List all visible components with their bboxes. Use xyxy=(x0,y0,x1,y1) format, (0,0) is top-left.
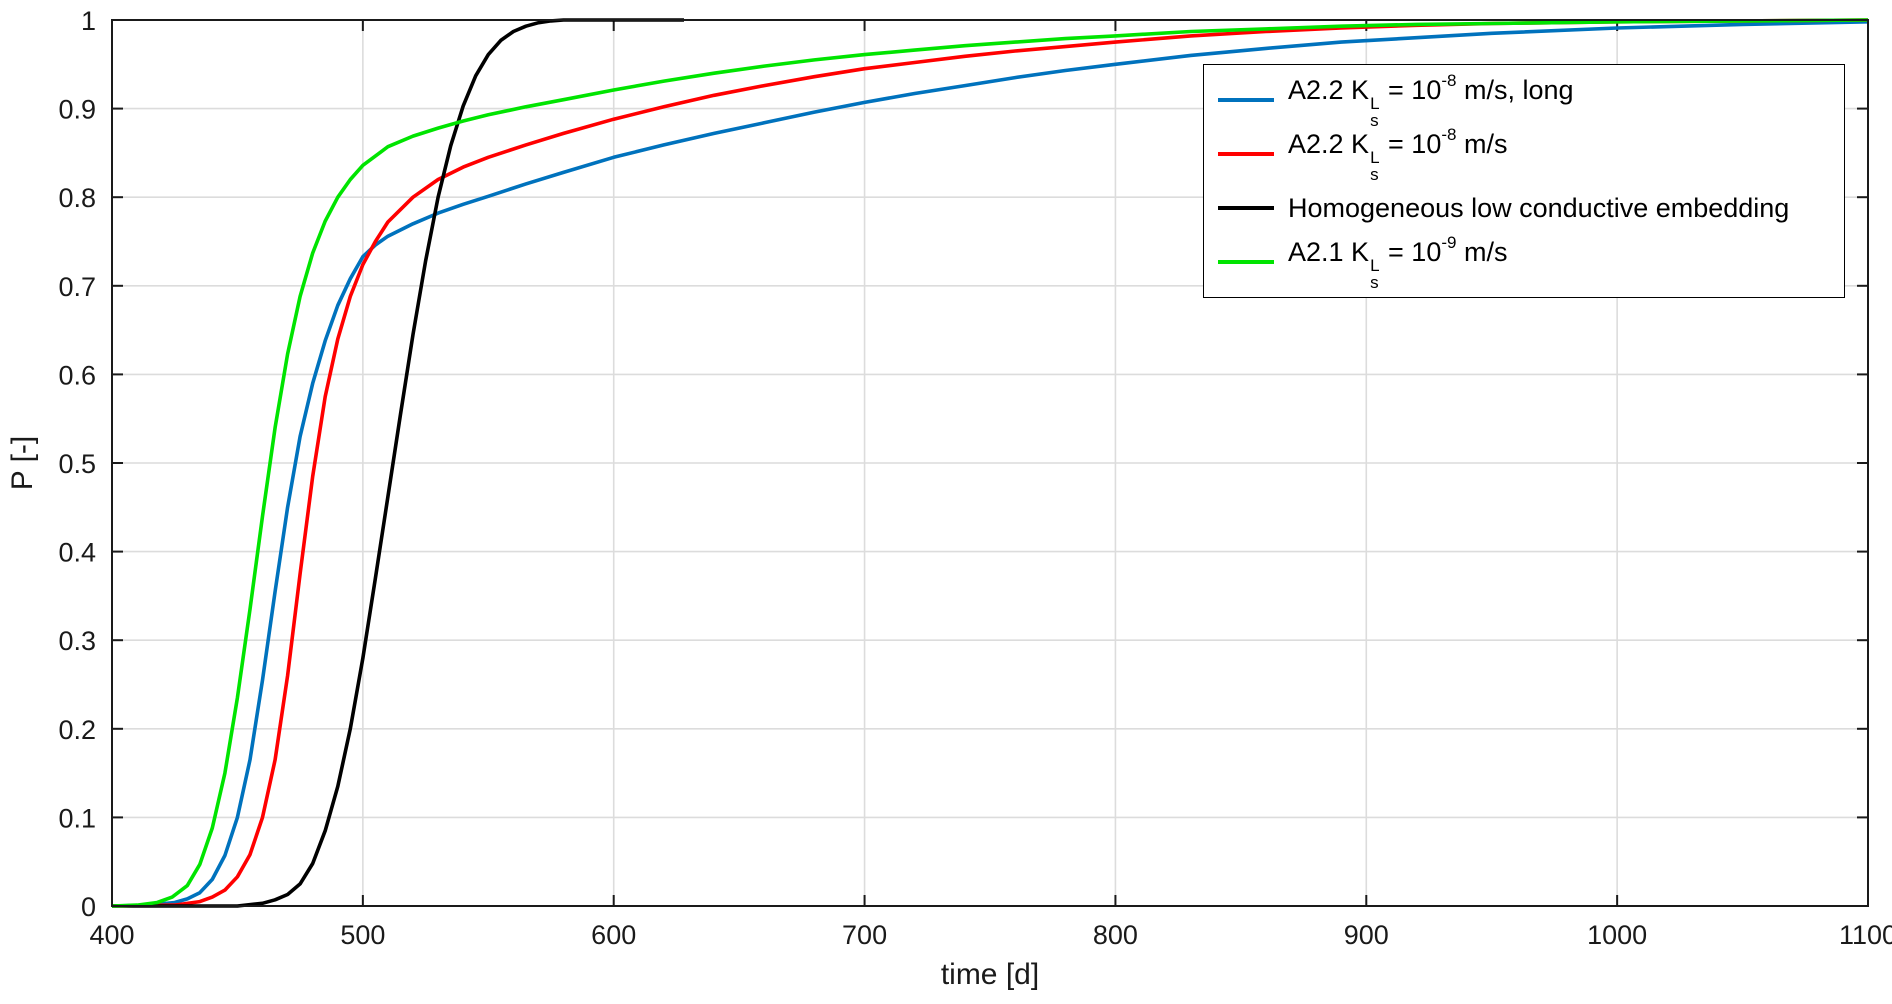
legend-label-pre: Homogeneous low conductive embedding xyxy=(1288,192,1790,223)
legend-line-sample xyxy=(1218,260,1274,264)
x-tick-label: 400 xyxy=(89,920,134,950)
axis-box xyxy=(111,19,1869,907)
y-tick-label: 0.5 xyxy=(58,449,96,479)
legend-label-post: m/s, long xyxy=(1456,74,1574,105)
series-line-a21 xyxy=(111,18,1869,908)
y-tick-label: 0.7 xyxy=(58,272,96,302)
legend-label-pre: A2.2 K xyxy=(1288,74,1370,105)
legend-label-mid: = 10 xyxy=(1380,74,1442,105)
legend-label-mid: = 10 xyxy=(1380,236,1442,267)
legend-label: Homogeneous low conductive embedding xyxy=(1288,192,1790,223)
legend-label-mid: = 10 xyxy=(1380,128,1442,159)
legend-line-sample xyxy=(1218,152,1274,156)
y-tick-label: 0.4 xyxy=(58,538,96,568)
legend-item: Homogeneous low conductive embedding xyxy=(1204,181,1844,235)
y-tick-label: 0 xyxy=(81,892,96,922)
legend-exponent: -8 xyxy=(1441,70,1457,90)
legend-label-post: m/s xyxy=(1456,128,1508,159)
series-line-a22 xyxy=(111,18,1869,908)
y-axis-label: P [-] xyxy=(6,436,39,490)
legend-superscript: L xyxy=(1370,93,1380,113)
legend-line-sample xyxy=(1218,206,1274,210)
legend-label-pre: A2.1 K xyxy=(1288,236,1370,267)
legend-subscript: s xyxy=(1370,164,1379,184)
legend-label-pre: A2.2 K xyxy=(1288,128,1370,159)
y-tick-label: 0.9 xyxy=(58,95,96,125)
legend-exponent: -8 xyxy=(1441,124,1457,144)
x-tick-label: 700 xyxy=(842,920,887,950)
x-tick-label: 900 xyxy=(1344,920,1389,950)
x-axis-label: time [d] xyxy=(941,958,1039,991)
series-line-a22-long xyxy=(111,20,1869,908)
x-tick-label: 600 xyxy=(591,920,636,950)
y-tick-label: 0.3 xyxy=(58,626,96,656)
legend-subscript: s xyxy=(1370,272,1379,292)
y-tick-label: 0.8 xyxy=(58,183,96,213)
x-tick-label: 1000 xyxy=(1587,920,1647,950)
legend-subscript: s xyxy=(1370,110,1379,130)
legend-exponent: -9 xyxy=(1441,232,1457,252)
y-tick-label: 0.6 xyxy=(58,360,96,390)
legend-label-post: m/s xyxy=(1456,236,1508,267)
legend-line-sample xyxy=(1218,98,1274,102)
y-tick-label: 1 xyxy=(81,6,96,36)
x-tick-label: 1100 xyxy=(1839,920,1892,950)
legend-superscript: L xyxy=(1370,255,1380,275)
x-tick-label: 500 xyxy=(340,920,385,950)
legend-superscript: L xyxy=(1370,147,1380,167)
x-tick-label: 800 xyxy=(1093,920,1138,950)
y-tick-label: 0.2 xyxy=(58,715,96,745)
y-tick-label: 0.1 xyxy=(58,803,96,833)
